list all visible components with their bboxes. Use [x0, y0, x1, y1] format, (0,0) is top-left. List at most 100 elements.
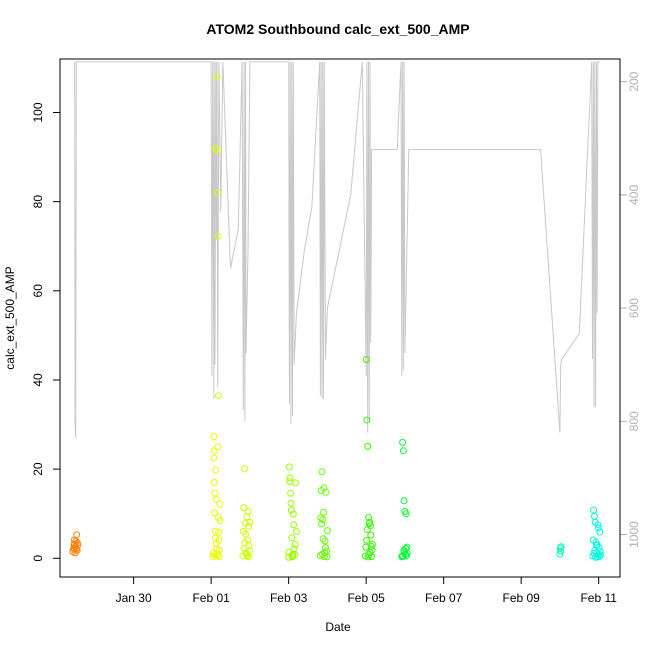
- x-tick-label: Feb 05: [347, 591, 385, 605]
- data-point: [285, 463, 293, 471]
- data-point: [287, 489, 295, 497]
- plot-frame: [59, 58, 621, 578]
- data-point: [246, 518, 254, 526]
- data-point: [399, 438, 407, 446]
- data-point: [363, 536, 370, 544]
- data-point: [321, 537, 329, 545]
- data-point: [399, 447, 407, 455]
- data-point: [366, 518, 374, 526]
- data-point: [72, 537, 80, 545]
- data-point: [212, 144, 220, 152]
- depth-track-line: [74, 61, 600, 439]
- data-point: [323, 527, 331, 535]
- data-point: [73, 531, 81, 539]
- data-point: [214, 443, 222, 451]
- series-6: [398, 438, 411, 561]
- data-point: [241, 465, 248, 473]
- data-point: [364, 553, 372, 561]
- series-2: [239, 465, 254, 561]
- data-point: [210, 433, 218, 441]
- axes-layer: Jan 30 Feb 01 Feb 03 Feb 05 Feb 07 Feb 09 Feb …: [31, 71, 641, 605]
- data-point: [213, 73, 221, 81]
- data-point: [367, 542, 375, 550]
- series-8: [589, 506, 605, 561]
- data-point: [363, 416, 371, 424]
- data-point: [245, 522, 253, 530]
- data-point: [242, 530, 250, 538]
- data-point: [215, 528, 223, 536]
- series-5: [361, 356, 376, 561]
- data-point: [74, 541, 82, 549]
- data-point: [214, 189, 222, 197]
- data-point: [593, 541, 601, 549]
- depth-track-layer: [74, 61, 600, 439]
- data-point: [210, 447, 218, 455]
- data-point: [240, 545, 248, 552]
- series-4: [316, 468, 331, 561]
- data-point: [289, 550, 297, 558]
- y-tick-label: 20: [31, 462, 45, 476]
- data-point: [212, 495, 220, 503]
- data-point: [399, 552, 407, 560]
- data-point: [557, 543, 565, 551]
- data-point: [243, 513, 251, 521]
- data-point: [318, 468, 326, 476]
- x-tick-label: Feb 09: [502, 591, 540, 605]
- data-point: [216, 500, 224, 508]
- x-tick-label: Jan 30: [116, 591, 152, 605]
- x-tick-label: Feb 01: [192, 591, 230, 605]
- data-point: [211, 509, 219, 517]
- data-point: [400, 497, 408, 505]
- data-point: [318, 520, 326, 528]
- data-point: [323, 553, 331, 561]
- data-point: [320, 508, 327, 516]
- data-point: [212, 466, 220, 474]
- points-layer: [69, 73, 605, 561]
- data-point: [319, 535, 327, 543]
- data-point: [596, 548, 604, 556]
- data-point: [557, 547, 565, 555]
- data-point: [211, 534, 219, 542]
- data-point: [320, 484, 328, 492]
- series-1: [209, 73, 224, 561]
- data-point: [367, 531, 375, 539]
- y2-tick-label: 400: [627, 185, 641, 205]
- data-point: [319, 516, 327, 523]
- data-point: [322, 544, 329, 552]
- y-tick-label: 0: [31, 555, 45, 562]
- data-point: [285, 548, 293, 556]
- data-point: [291, 541, 299, 548]
- data-point: [215, 536, 223, 544]
- x-tick-label: Feb 11: [580, 591, 617, 605]
- data-point: [286, 474, 294, 482]
- data-point: [73, 546, 81, 554]
- data-point: [594, 521, 602, 529]
- data-point: [556, 544, 564, 552]
- data-point: [292, 479, 300, 487]
- series-0: [69, 531, 82, 557]
- data-point: [362, 356, 370, 363]
- data-point: [590, 549, 598, 557]
- data-point: [321, 549, 329, 557]
- data-point: [368, 541, 376, 548]
- data-point: [590, 512, 598, 520]
- x-tick-label: Feb 03: [270, 591, 308, 605]
- data-point: [368, 546, 376, 554]
- data-point: [596, 528, 604, 536]
- data-point: [214, 232, 222, 240]
- y2-tick-label: 800: [627, 411, 641, 431]
- data-point: [211, 489, 219, 497]
- data-point: [286, 478, 294, 486]
- data-point: [243, 552, 251, 560]
- data-point: [240, 504, 248, 511]
- chart-title: ATOM2 Southbound calc_ext_500_AMP: [206, 21, 469, 37]
- data-point: [590, 506, 598, 514]
- data-point: [215, 546, 223, 554]
- y2-tick-label: 200: [627, 71, 641, 91]
- data-point: [210, 454, 218, 462]
- data-point: [401, 548, 408, 556]
- series-3: [285, 463, 300, 561]
- data-point: [287, 506, 295, 514]
- data-point: [215, 514, 222, 522]
